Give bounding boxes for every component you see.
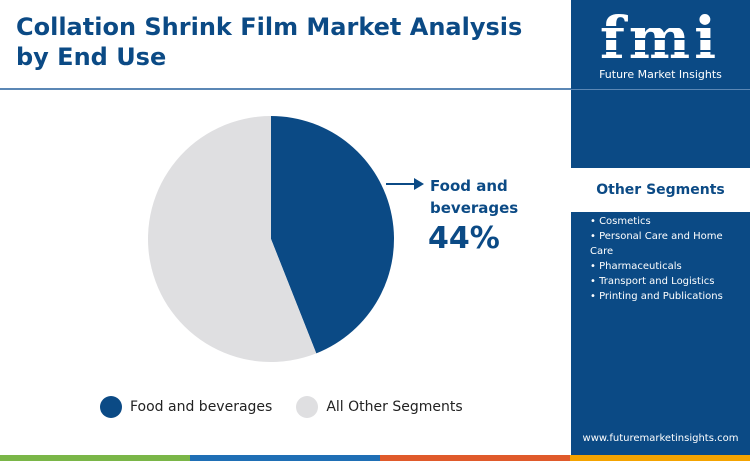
legend-item-food: Food and beverages	[100, 396, 272, 418]
logo-stripe	[599, 38, 723, 40]
legend-swatch-other	[296, 396, 319, 418]
segments-list: • Cosmetics • Personal Care and Home Car…	[590, 214, 745, 304]
pie-chart	[148, 116, 395, 362]
segment-item: • Transport and Logistics	[590, 276, 715, 287]
callout-value: 44%	[428, 221, 500, 256]
segments-heading-box: Other Segments	[571, 168, 750, 212]
logo-stripe	[599, 26, 723, 28]
legend-swatch-food	[100, 396, 122, 418]
pie-slice-food-and-beverages	[271, 116, 395, 354]
legend-label-other: All Other Segments	[326, 399, 463, 415]
pie-slice-all-other-segments	[148, 116, 317, 362]
callout-arrow-line	[386, 183, 416, 185]
fmi-logo: fmi	[599, 4, 723, 72]
bottom-color-bar	[0, 455, 750, 461]
bottom-bar-segment	[0, 455, 190, 461]
bottom-bar-segment	[380, 455, 570, 461]
logo-subtitle: Future Market Insights	[599, 68, 722, 81]
bottom-bar-segment	[570, 455, 750, 461]
sidebar-panel: fmi Future Market Insights Other Segment…	[571, 0, 750, 455]
legend-label-food: Food and beverages	[130, 399, 273, 415]
segments-heading: Other Segments	[596, 182, 725, 198]
segment-item: • Cosmetics	[590, 216, 651, 227]
segment-item: • Printing and Publications	[590, 291, 723, 302]
logo-stripe	[599, 50, 723, 52]
chart-title: Collation Shrink Film Market Analysis by…	[16, 13, 523, 71]
sidebar-divider	[571, 89, 750, 90]
chart-legend: Food and beverages All Other Segments	[100, 396, 487, 418]
legend-item-other: All Other Segments	[296, 396, 463, 418]
title-divider	[0, 88, 571, 90]
segment-item: • Personal Care and Home Care	[590, 231, 723, 257]
callout-arrow-icon	[414, 178, 424, 190]
segment-item: • Pharmaceuticals	[590, 261, 682, 272]
website-url[interactable]: www.futuremarketinsights.com	[582, 433, 739, 444]
bottom-bar-segment	[190, 455, 380, 461]
callout-label: Food and beverages	[430, 177, 519, 217]
